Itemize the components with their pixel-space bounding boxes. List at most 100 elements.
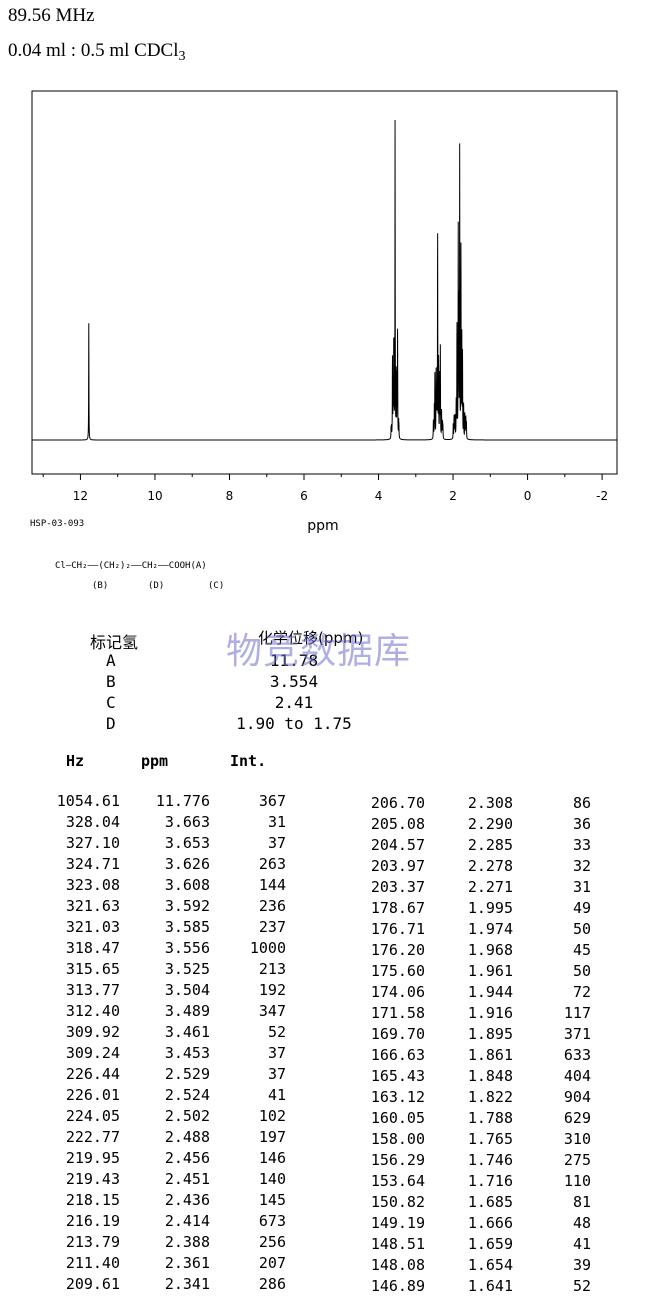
peak-intensity: 36: [572, 815, 591, 833]
peak-hz: 312.40: [65, 1002, 120, 1020]
peak-ppm: 3.504: [164, 981, 210, 999]
peak-ppm: 2.456: [164, 1149, 210, 1167]
assignment-shift: 2.41: [274, 693, 314, 712]
peak-row: 313.77 3.504 192: [0, 980, 652, 1001]
peak-hz: 324.71: [65, 855, 120, 873]
peak-row: 150.82 1.685 81: [0, 1192, 652, 1213]
peak-ppm: 2.285: [467, 836, 513, 854]
peak-ppm: 1.968: [467, 941, 513, 959]
peak-hz: 209.61: [65, 1275, 120, 1293]
peak-ppm: 2.388: [164, 1233, 210, 1251]
peak-row: 312.40 3.489 347: [0, 1001, 652, 1022]
peak-intensity: 41: [572, 1235, 591, 1253]
column-header-hz: Hz: [66, 752, 85, 770]
peak-intensity: 673: [258, 1212, 286, 1230]
peak-ppm: 1.916: [467, 1004, 513, 1022]
peak-row: 149.19 1.666 48: [0, 1213, 652, 1234]
peak-ppm: 1.666: [467, 1214, 513, 1232]
peak-intensity: 404: [563, 1067, 591, 1085]
peak-hz: 169.70: [370, 1025, 425, 1043]
peak-hz: 216.19: [65, 1212, 120, 1230]
peak-intensity: 275: [563, 1151, 591, 1169]
peak-hz: 175.60: [370, 962, 425, 980]
sample-id: HSP-03-093: [30, 519, 85, 529]
peak-row: 218.15 2.436 145: [0, 1190, 652, 1211]
peak-intensity: 110: [563, 1172, 591, 1190]
x-tick-label: 0: [524, 489, 532, 503]
peak-intensity: 31: [267, 813, 286, 831]
peak-intensity: 45: [572, 941, 591, 959]
peak-ppm: 3.453: [164, 1044, 210, 1062]
peak-ppm: 1.822: [467, 1088, 513, 1106]
peak-ppm: 3.585: [164, 918, 210, 936]
x-tick-label: -2: [596, 489, 608, 503]
peak-hz: 158.00: [370, 1130, 425, 1148]
peak-intensity: 31: [572, 878, 591, 896]
peak-hz: 148.51: [370, 1235, 425, 1253]
peak-hz: 226.01: [65, 1086, 120, 1104]
peak-ppm: 1.861: [467, 1046, 513, 1064]
peak-ppm: 3.663: [164, 813, 210, 831]
peak-row: 148.51 1.659 41: [0, 1234, 652, 1255]
peak-intensity: 146: [258, 1149, 286, 1167]
peak-row: 216.19 2.414 673: [0, 1211, 652, 1232]
peak-hz: 149.19: [370, 1214, 425, 1232]
peak-ppm: 3.489: [164, 1002, 210, 1020]
peak-row: 209.61 2.341 286: [0, 1274, 652, 1295]
peak-intensity: 37: [267, 1065, 286, 1083]
x-tick-label: 8: [226, 489, 234, 503]
nmr-spectrum-chart: 12 10 8 6 4 2 0 -2 ppm: [31, 90, 618, 534]
peak-intensity: 32: [572, 857, 591, 875]
peak-intensity: 310: [563, 1130, 591, 1148]
peak-hz: 219.43: [65, 1170, 120, 1188]
x-tick-label: 2: [449, 489, 457, 503]
peak-hz: 156.29: [370, 1151, 425, 1169]
peak-row: 206.70 2.308 86: [0, 793, 652, 814]
peak-intensity: 81: [572, 1193, 591, 1211]
peak-intensity: 49: [572, 899, 591, 917]
peak-hz: 213.79: [65, 1233, 120, 1251]
peak-row: 321.03 3.585 237: [0, 917, 652, 938]
peak-ppm: 2.451: [164, 1170, 210, 1188]
peak-ppm: 1.765: [467, 1130, 513, 1148]
peak-hz: 176.71: [370, 920, 425, 938]
peak-ppm: 2.308: [467, 794, 513, 812]
peak-row: 160.05 1.788 629: [0, 1108, 652, 1129]
peak-hz: 148.08: [370, 1256, 425, 1274]
peak-hz: 146.89: [370, 1277, 425, 1295]
sample-concentration: 0.04 ml : 0.5 ml CDCl3: [8, 40, 186, 64]
peak-row: 165.43 1.848 404: [0, 1066, 652, 1087]
peak-hz: 318.47: [65, 939, 120, 957]
peak-row: 176.71 1.974 50: [0, 919, 652, 940]
x-tick-label: 10: [147, 489, 162, 503]
assignment-label: B: [106, 672, 116, 691]
peak-intensity: 256: [258, 1233, 286, 1251]
peak-row: 203.37 2.271 31: [0, 877, 652, 898]
peak-intensity: 50: [572, 962, 591, 980]
peak-intensity: 102: [258, 1107, 286, 1125]
peak-hz: 309.92: [65, 1023, 120, 1041]
peak-row: 226.44 2.529 37: [0, 1064, 652, 1085]
peak-row: 309.24 3.453 37: [0, 1043, 652, 1064]
peak-row: 219.95 2.456 146: [0, 1148, 652, 1169]
peak-intensity: 236: [258, 897, 286, 915]
peak-row: 174.06 1.944 72: [0, 982, 652, 1003]
peak-intensity: 367: [258, 792, 286, 810]
peak-intensity: 213: [258, 960, 286, 978]
peak-intensity: 145: [258, 1191, 286, 1209]
peak-intensity: 1000: [249, 939, 286, 957]
assignment-header-shift: 化学位移(ppm): [258, 629, 364, 647]
peak-hz: 328.04: [65, 813, 120, 831]
column-header-ppm: ppm: [141, 752, 169, 770]
peak-ppm: 3.626: [164, 855, 210, 873]
peak-hz: 323.08: [65, 876, 120, 894]
peak-hz: 313.77: [65, 981, 120, 999]
peak-ppm: 1.685: [467, 1193, 513, 1211]
peak-intensity: 144: [258, 876, 286, 894]
peak-intensity: 633: [563, 1046, 591, 1064]
peak-ppm: 3.592: [164, 897, 210, 915]
peak-intensity: 371: [563, 1025, 591, 1043]
peak-row: 176.20 1.968 45: [0, 940, 652, 961]
structure-formula: Cl—CH₂——(CH₂)₂——CH₂——COOH(A): [55, 561, 207, 571]
peak-hz: 327.10: [65, 834, 120, 852]
